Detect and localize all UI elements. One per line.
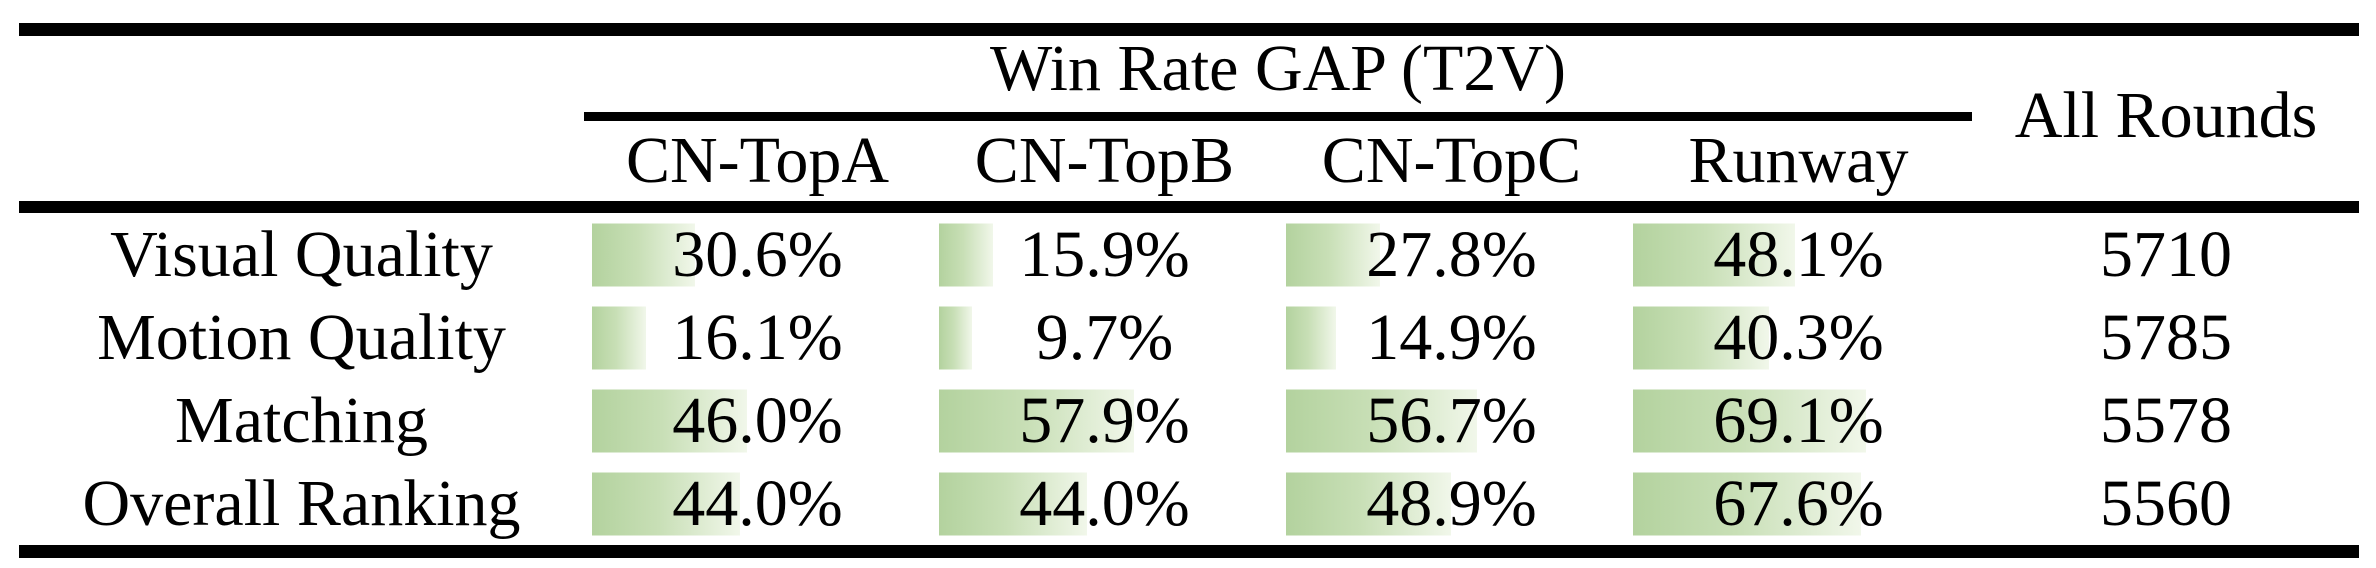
table-cell: 48.1% — [1625, 213, 1972, 296]
win-rate-value: 44.0% — [1019, 467, 1190, 540]
all-rounds-value: 5710 — [2100, 218, 2232, 291]
win-rate-bar — [939, 223, 993, 286]
win-rate-value: 40.3% — [1713, 301, 1884, 374]
table-cell: 15.9% — [931, 213, 1278, 296]
win-rate-bar — [1633, 472, 1861, 535]
win-rate-bar — [1633, 389, 1866, 452]
column-header-cn-topc: CN-TopC — [1321, 124, 1582, 197]
win-rate-value: 30.6% — [672, 218, 843, 291]
table-cell: 44.0% — [584, 462, 931, 545]
win-rate-bar — [1633, 223, 1796, 286]
group-header-rule — [584, 112, 1972, 121]
table-row-matching: Matching 46.0% 57.9% 56.7% 69.1% 5578 — [19, 379, 2360, 462]
all-rounds-value: 5578 — [2100, 384, 2232, 457]
table-cell: 9.7% — [931, 296, 1278, 379]
win-rate-value: 56.7% — [1366, 384, 1537, 457]
win-rate-value: 46.0% — [672, 384, 843, 457]
win-rate-value: 16.1% — [672, 301, 843, 374]
win-rate-bar — [592, 389, 748, 452]
win-rate-bar — [592, 223, 696, 286]
table-cell: 69.1% — [1625, 379, 1972, 462]
table-cell: 44.0% — [931, 462, 1278, 545]
table-cell: 30.6% — [584, 213, 931, 296]
group-header-title: Win Rate GAP (T2V) — [990, 32, 1566, 105]
win-rate-bar — [592, 306, 647, 369]
all-rounds-value: 5560 — [2100, 467, 2232, 540]
column-header-cn-topb: CN-TopB — [974, 124, 1235, 197]
table-cell: 48.9% — [1278, 462, 1625, 545]
win-rate-value: 69.1% — [1713, 384, 1884, 457]
all-rounds-column-header: All Rounds — [2014, 78, 2318, 152]
table-cell: 16.1% — [584, 296, 931, 379]
table-cell: 57.9% — [931, 379, 1278, 462]
row-label: Matching — [175, 384, 428, 457]
row-label: Motion Quality — [97, 301, 506, 374]
row-label: Visual Quality — [110, 218, 493, 291]
table-cell: 67.6% — [1625, 462, 1972, 545]
win-rate-value: 48.1% — [1713, 218, 1884, 291]
table-cell: 40.3% — [1625, 296, 1972, 379]
win-rate-bar — [592, 472, 741, 535]
win-rate-value: 48.9% — [1366, 467, 1537, 540]
win-rate-bar — [1286, 472, 1451, 535]
win-rate-value: 9.7% — [1035, 301, 1174, 374]
column-header-row: CN-TopA CN-TopB CN-TopC Runway — [584, 121, 1972, 201]
win-rate-value: 27.8% — [1366, 218, 1537, 291]
column-header-cn-topa: CN-TopA — [625, 124, 890, 197]
win-rate-bar — [1286, 223, 1380, 286]
win-rate-bar — [1286, 306, 1337, 369]
table-cell: 27.8% — [1278, 213, 1625, 296]
win-rate-bar — [1633, 306, 1769, 369]
win-rate-value: 67.6% — [1713, 467, 1884, 540]
column-header-runway: Runway — [1688, 124, 1909, 197]
table-cell: 46.0% — [584, 379, 931, 462]
win-rate-bar — [939, 472, 1088, 535]
table-body: Visual Quality 30.6% 15.9% 27.8% 48.1% 5… — [19, 213, 2360, 545]
table-row-motion-quality: Motion Quality 16.1% 9.7% 14.9% 40.3% 57… — [19, 296, 2360, 379]
table-top-rule — [19, 23, 2359, 36]
win-rate-bar — [939, 389, 1135, 452]
win-rate-bar — [1286, 389, 1478, 452]
all-rounds-value: 5785 — [2100, 301, 2232, 374]
win-rate-value: 15.9% — [1019, 218, 1190, 291]
row-label: Overall Ranking — [82, 467, 521, 540]
table-row-overall-ranking: Overall Ranking 44.0% 44.0% 48.9% 67.6% … — [19, 462, 2360, 545]
win-rate-value: 14.9% — [1366, 301, 1537, 374]
header-bottom-rule — [19, 201, 2359, 213]
table-cell: 14.9% — [1278, 296, 1625, 379]
win-rate-bar — [939, 306, 972, 369]
win-rate-value: 44.0% — [672, 467, 843, 540]
table-bottom-rule — [19, 545, 2359, 558]
table-row-visual-quality: Visual Quality 30.6% 15.9% 27.8% 48.1% 5… — [19, 213, 2360, 296]
table-cell: 56.7% — [1278, 379, 1625, 462]
win-rate-value: 57.9% — [1019, 384, 1190, 457]
